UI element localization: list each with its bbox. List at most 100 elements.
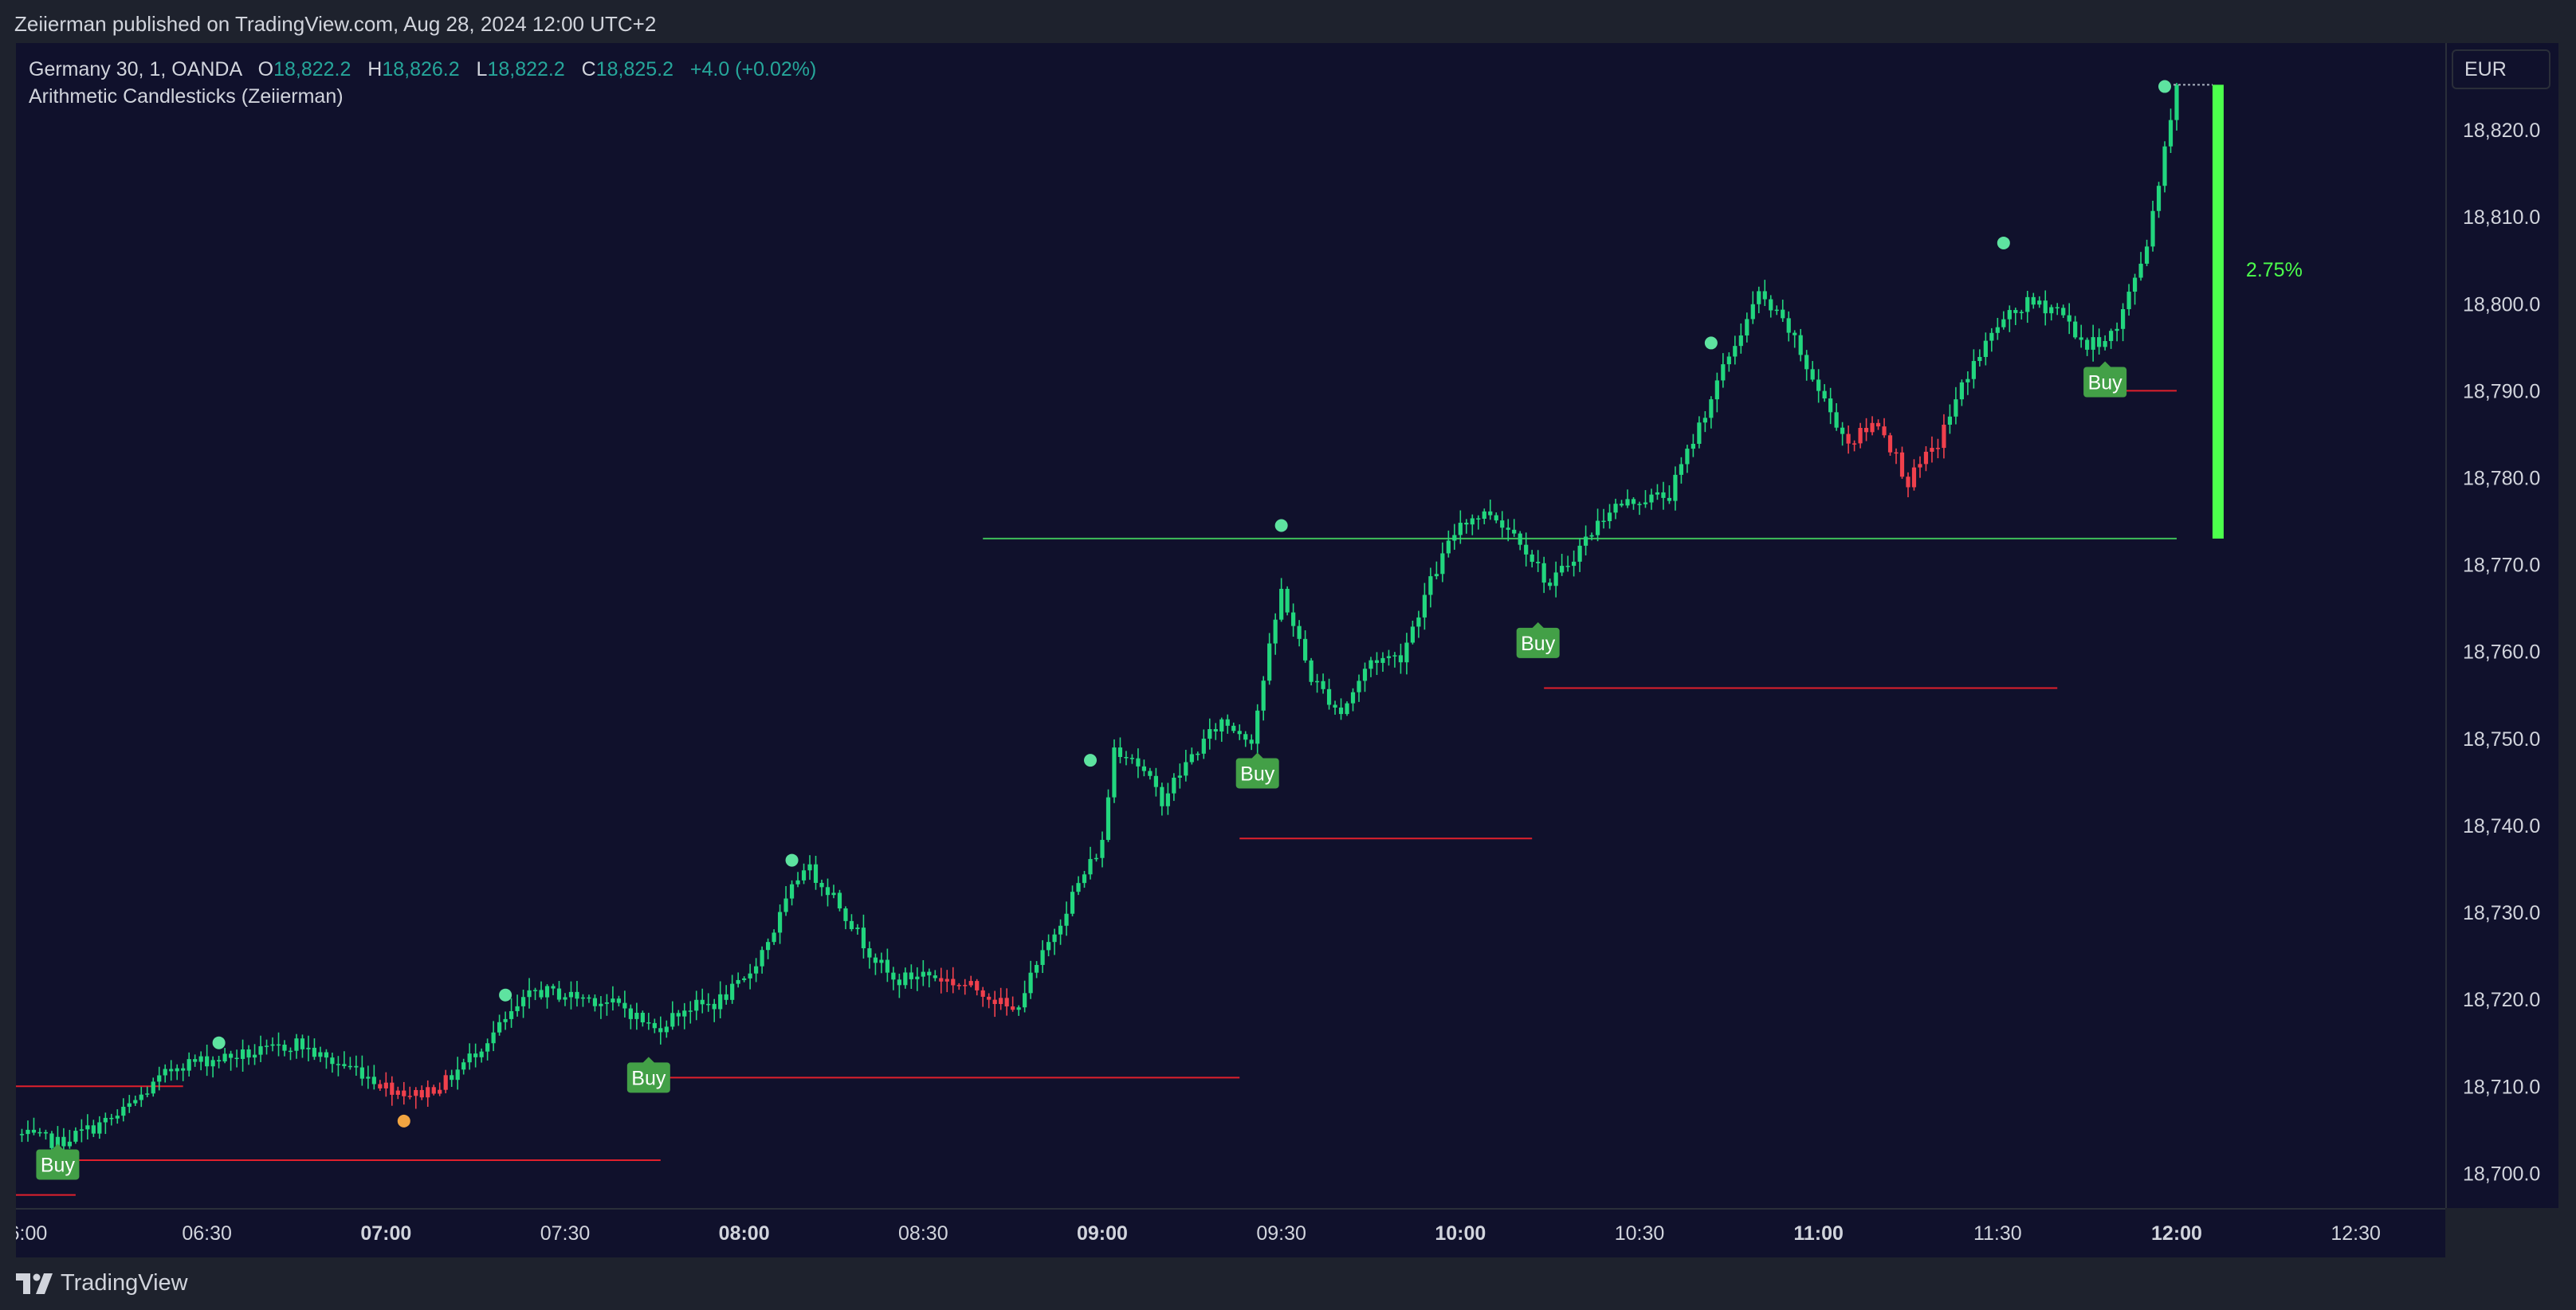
candle-body bbox=[1028, 972, 1033, 994]
candle bbox=[246, 1045, 251, 1065]
candle bbox=[2115, 322, 2119, 342]
candle-body bbox=[2103, 340, 2107, 347]
price-axis[interactable]: 18,700.0 18,710.0 18,720.0 18,730.0 18,740.0… bbox=[2445, 43, 2558, 1208]
candle bbox=[1201, 729, 1206, 759]
candle bbox=[1655, 484, 1660, 500]
candle bbox=[1392, 652, 1397, 668]
legend-high-label: H bbox=[367, 58, 383, 80]
candle bbox=[1834, 403, 1839, 431]
candle bbox=[371, 1065, 376, 1090]
candle-body bbox=[1088, 859, 1093, 875]
candle-body bbox=[1995, 327, 2000, 333]
candle-body bbox=[1530, 554, 1534, 563]
candle-body bbox=[843, 908, 848, 921]
buy-signal-4[interactable]: Buy bbox=[2083, 361, 2127, 398]
candle-body bbox=[1506, 528, 1510, 530]
candle bbox=[306, 1035, 311, 1061]
buy-signal-3[interactable]: Buy bbox=[1516, 622, 1560, 658]
buy-signal-2[interactable]: Buy bbox=[1235, 752, 1279, 789]
price-tick-label: 18,740.0 bbox=[2463, 815, 2540, 837]
candle bbox=[1374, 652, 1380, 676]
candle bbox=[921, 959, 925, 986]
candle-body bbox=[1983, 340, 1988, 357]
candle bbox=[479, 1048, 484, 1063]
candle bbox=[1965, 371, 1970, 395]
legend-symbol: Germany 30, 1, OANDA bbox=[29, 58, 242, 80]
candle bbox=[1977, 349, 1982, 367]
candle-body bbox=[67, 1141, 73, 1147]
buy-label-pointer bbox=[2099, 361, 2112, 368]
candle-body bbox=[348, 1065, 352, 1068]
buy-label-pointer bbox=[1531, 622, 1545, 629]
candle-body bbox=[246, 1049, 251, 1058]
time-tick-label: 07:00 bbox=[360, 1222, 411, 1245]
candlestick-plot[interactable]: Buy Buy Buy Buy Buy 2.75% bbox=[16, 43, 2445, 1208]
candle bbox=[1321, 673, 1325, 694]
candle-body bbox=[473, 1053, 478, 1057]
candle bbox=[1870, 416, 1875, 436]
candle bbox=[318, 1046, 323, 1062]
buy-signal-0[interactable]: Buy bbox=[36, 1143, 80, 1180]
signal-dot-5 bbox=[1274, 519, 1288, 532]
candle bbox=[187, 1052, 191, 1077]
candle-body bbox=[2049, 307, 2054, 314]
candle-body bbox=[658, 1028, 663, 1033]
candle-body bbox=[234, 1057, 239, 1060]
candle-body bbox=[724, 994, 728, 1000]
candle bbox=[855, 924, 860, 935]
chart-pane[interactable]: Buy Buy Buy Buy Buy 2.75% Germany 30, 1, OAND… bbox=[16, 43, 2445, 1208]
candle bbox=[849, 914, 854, 932]
price-tick-label: 18,750.0 bbox=[2463, 728, 2540, 751]
candle bbox=[1440, 542, 1445, 582]
candle-body bbox=[1458, 523, 1463, 535]
candle-body bbox=[1882, 426, 1887, 436]
candle-body bbox=[694, 999, 699, 1011]
candle-body bbox=[551, 986, 556, 989]
candle-body bbox=[205, 1056, 210, 1067]
candle-body bbox=[1977, 356, 1982, 362]
candle bbox=[825, 878, 831, 907]
candle bbox=[1380, 652, 1385, 673]
candle bbox=[1148, 767, 1153, 780]
legend-indicator-name[interactable]: Arithmetic Candlesticks (Zeiierman) bbox=[29, 85, 344, 108]
candle-body bbox=[276, 1044, 281, 1046]
candle bbox=[587, 994, 591, 1003]
candle-body bbox=[748, 973, 752, 979]
candle-body bbox=[1076, 883, 1081, 892]
candle-body bbox=[270, 1044, 275, 1046]
candle bbox=[31, 1117, 37, 1135]
candle bbox=[1613, 498, 1618, 520]
candle-body bbox=[1273, 619, 1278, 644]
currency-button[interactable]: EUR bbox=[2452, 49, 2550, 89]
candle bbox=[1774, 305, 1779, 316]
candle-body bbox=[611, 998, 615, 1002]
candle bbox=[1225, 714, 1230, 734]
candle bbox=[312, 1038, 317, 1061]
candle bbox=[1189, 747, 1194, 765]
candle-body bbox=[1989, 332, 1994, 341]
candle bbox=[568, 981, 574, 1010]
legend-high-value: 18,826.2 bbox=[382, 58, 460, 80]
candle bbox=[599, 996, 603, 1019]
candle bbox=[2144, 239, 2150, 267]
buy-signal-1[interactable]: Buy bbox=[626, 1057, 670, 1093]
candle bbox=[1637, 501, 1642, 516]
candle bbox=[1231, 722, 1236, 734]
candle-body bbox=[772, 932, 776, 943]
candle bbox=[2043, 290, 2048, 326]
candle bbox=[1721, 353, 1726, 388]
candle-body bbox=[1267, 643, 1272, 681]
candle bbox=[1338, 698, 1344, 720]
tradingview-logo[interactable]: TradingView bbox=[16, 1270, 188, 1296]
candle-body bbox=[1345, 703, 1349, 715]
candle bbox=[1690, 433, 1695, 457]
time-axis[interactable]: 6:00 06:30 07:00 07:30 08:00 08:30 09:00 09:30 1… bbox=[9, 1208, 2445, 1257]
candle bbox=[748, 963, 752, 990]
price-axis-labels: 18,700.0 18,710.0 18,720.0 18,730.0 18,740.0… bbox=[2463, 120, 2540, 1185]
candle bbox=[544, 984, 550, 1009]
candle bbox=[2037, 296, 2042, 308]
price-tick-label: 18,820.0 bbox=[2463, 120, 2540, 142]
candle bbox=[1822, 384, 1827, 402]
candle-body bbox=[1452, 535, 1457, 541]
candle-body bbox=[1124, 756, 1129, 759]
